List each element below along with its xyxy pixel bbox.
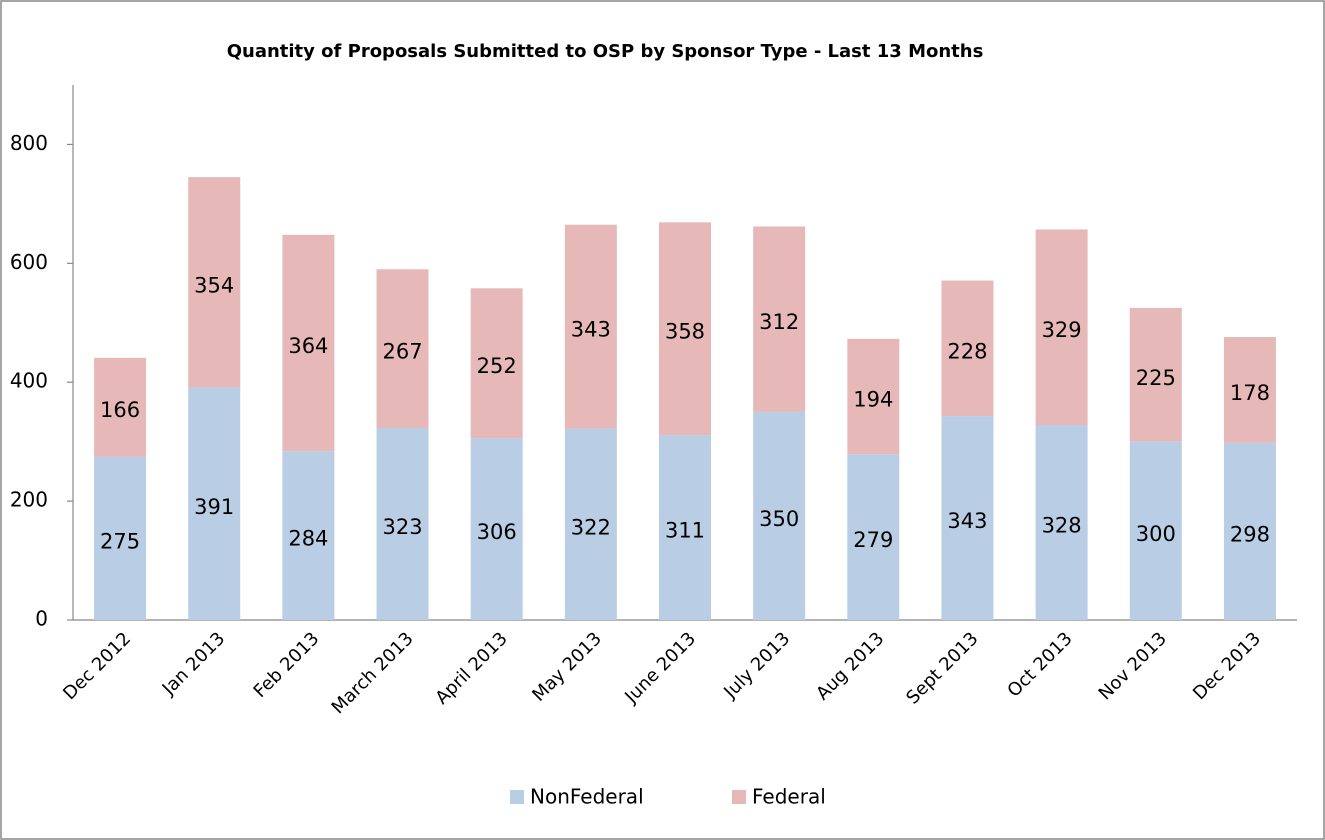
data-label: 284 (288, 527, 328, 551)
data-label: 323 (382, 515, 422, 539)
data-label: 225 (1136, 366, 1176, 390)
bar-segment (470, 438, 523, 620)
y-tick-label: 600 (10, 250, 48, 274)
data-label: 178 (1230, 381, 1270, 405)
bar-segment (1035, 229, 1088, 426)
data-label: 322 (571, 515, 611, 539)
bar-segment (1223, 337, 1276, 443)
data-label: 228 (947, 339, 987, 363)
bar-segment (847, 338, 900, 455)
bar-segment (94, 357, 147, 457)
data-label: 311 (665, 519, 705, 543)
y-tick-label: 200 (10, 488, 48, 512)
legend-label: NonFederal (530, 785, 644, 809)
data-label: 300 (1136, 522, 1176, 546)
data-label: 343 (947, 509, 987, 533)
bar-segment (659, 222, 711, 436)
data-label: 275 (100, 529, 140, 553)
y-tick-label: 0 (35, 607, 48, 631)
data-label: 358 (665, 320, 705, 344)
legend-swatch (510, 790, 524, 804)
y-tick-label: 800 (10, 131, 48, 155)
bar-segment (659, 435, 711, 620)
bar-segment (376, 269, 429, 428)
data-label: 329 (1042, 318, 1082, 342)
bar-segment (94, 456, 147, 620)
data-label: 298 (1230, 522, 1270, 546)
bar-segment (188, 387, 241, 620)
bar-segment (376, 427, 429, 620)
bar-segment (564, 224, 617, 429)
data-label: 194 (853, 387, 893, 411)
legend-swatch (732, 790, 746, 804)
data-label: 343 (571, 318, 611, 342)
bar-segment (564, 428, 617, 620)
y-tick-label: 400 (10, 369, 48, 393)
data-label: 279 (853, 528, 893, 552)
legend-label: Federal (752, 785, 826, 809)
chart-title: Quantity of Proposals Submitted to OSP b… (227, 41, 984, 62)
bar-segment (941, 280, 994, 417)
bar-segment (753, 226, 806, 412)
bar-segment (1129, 307, 1182, 442)
data-label: 252 (477, 354, 517, 378)
bar-segment (188, 177, 241, 388)
data-label: 391 (194, 495, 234, 519)
data-label: 354 (194, 273, 234, 297)
bar-segment (282, 234, 335, 452)
bar-segment (847, 454, 900, 620)
data-label: 166 (100, 398, 140, 422)
data-label: 267 (382, 340, 422, 364)
bar-segment (1223, 442, 1276, 620)
data-label: 306 (477, 520, 517, 544)
bar-segment (282, 451, 335, 620)
data-label: 312 (759, 310, 799, 334)
bar-segment (941, 416, 994, 620)
bar-segment (1129, 441, 1182, 620)
data-label: 364 (288, 334, 328, 358)
data-label: 328 (1042, 514, 1082, 538)
bar-segment (753, 411, 806, 620)
data-label: 350 (759, 507, 799, 531)
bar-segment (470, 288, 523, 439)
bar-segment (1035, 425, 1088, 620)
